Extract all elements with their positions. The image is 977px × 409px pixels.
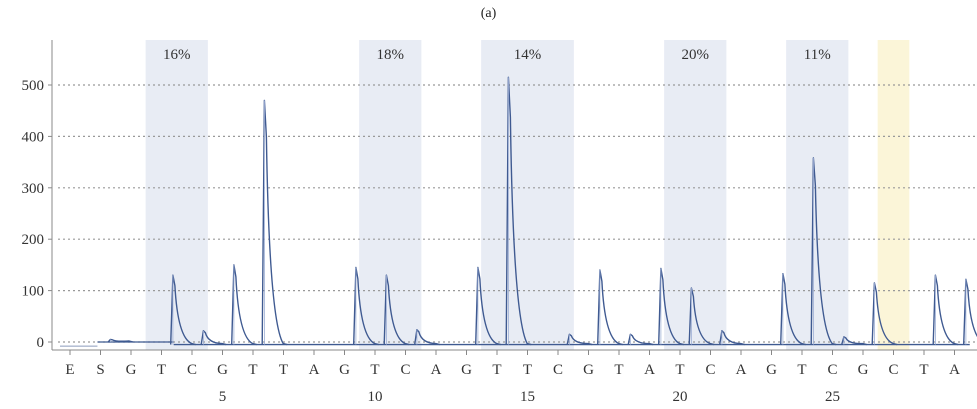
region-percent-label: 18% xyxy=(377,47,405,63)
signal-peak xyxy=(261,99,288,346)
base-label: C xyxy=(553,362,563,378)
base-label: T xyxy=(279,362,288,378)
signal-peak xyxy=(810,157,837,346)
signal-peak xyxy=(107,338,134,343)
base-label: T xyxy=(523,362,532,378)
signal-peak xyxy=(170,274,196,346)
signal-peak xyxy=(688,287,715,346)
signal-peak xyxy=(719,329,745,346)
highlight-region xyxy=(786,40,849,350)
signal-peak xyxy=(383,274,410,346)
base-label: T xyxy=(675,362,684,378)
highlight-region xyxy=(481,40,574,350)
base-label: T xyxy=(919,362,928,378)
y-tick-label: 500 xyxy=(22,78,45,94)
y-tick-label: 300 xyxy=(22,181,45,197)
base-label: T xyxy=(614,362,623,378)
region-percent-label: 20% xyxy=(682,47,710,63)
signal-peak xyxy=(231,264,257,346)
region-percent-label: 11% xyxy=(804,47,831,63)
base-label: A xyxy=(644,362,655,378)
highlight-region xyxy=(145,40,208,350)
signal-peak xyxy=(597,269,623,346)
base-label: G xyxy=(126,362,137,378)
signal-peak xyxy=(963,278,977,345)
base-label: G xyxy=(766,362,777,378)
base-label: G xyxy=(339,362,350,378)
position-label: 20 xyxy=(673,389,688,405)
position-label: 15 xyxy=(520,389,535,405)
base-label: C xyxy=(187,362,197,378)
region-percent-label: 14% xyxy=(514,47,542,63)
signal-peak xyxy=(505,76,532,346)
signal-peak xyxy=(353,266,379,346)
highlight-region xyxy=(359,40,422,350)
signal-peak xyxy=(658,267,684,346)
panel-label: (a) xyxy=(480,6,497,21)
signal-peak xyxy=(841,336,867,346)
highlight-region xyxy=(664,40,727,350)
position-label: 10 xyxy=(368,389,383,405)
base-label: T xyxy=(370,362,379,378)
signal-peak xyxy=(871,282,898,346)
base-label: G xyxy=(461,362,472,378)
base-label: T xyxy=(248,362,257,378)
base-label: E xyxy=(65,362,74,378)
base-label: G xyxy=(858,362,869,378)
base-label: G xyxy=(217,362,228,378)
y-tick-label: 100 xyxy=(22,284,45,300)
base-label: G xyxy=(583,362,594,378)
position-label: 5 xyxy=(219,389,227,405)
signal-peak xyxy=(627,333,654,346)
base-label: T xyxy=(157,362,166,378)
base-label: C xyxy=(888,362,898,378)
base-label: A xyxy=(431,362,442,378)
highlight-region xyxy=(877,40,910,350)
signal-peak xyxy=(200,329,227,346)
base-label: C xyxy=(400,362,410,378)
signal-peak xyxy=(780,272,806,346)
base-label: C xyxy=(827,362,837,378)
base-label: T xyxy=(797,362,806,378)
base-label: A xyxy=(949,362,960,378)
region-percent-label: 16% xyxy=(163,47,191,63)
signal-peak xyxy=(475,266,501,346)
position-label: 25 xyxy=(825,389,840,405)
base-label: S xyxy=(96,362,104,378)
base-label: T xyxy=(492,362,501,378)
base-label: A xyxy=(309,362,320,378)
y-tick-label: 400 xyxy=(22,129,45,145)
signal-peak xyxy=(414,328,440,346)
base-label: A xyxy=(736,362,747,378)
y-tick-label: 0 xyxy=(37,335,45,351)
signal-peak xyxy=(932,274,959,346)
y-tick-label: 200 xyxy=(22,232,45,248)
base-label: C xyxy=(705,362,715,378)
signal-peak xyxy=(566,333,593,346)
